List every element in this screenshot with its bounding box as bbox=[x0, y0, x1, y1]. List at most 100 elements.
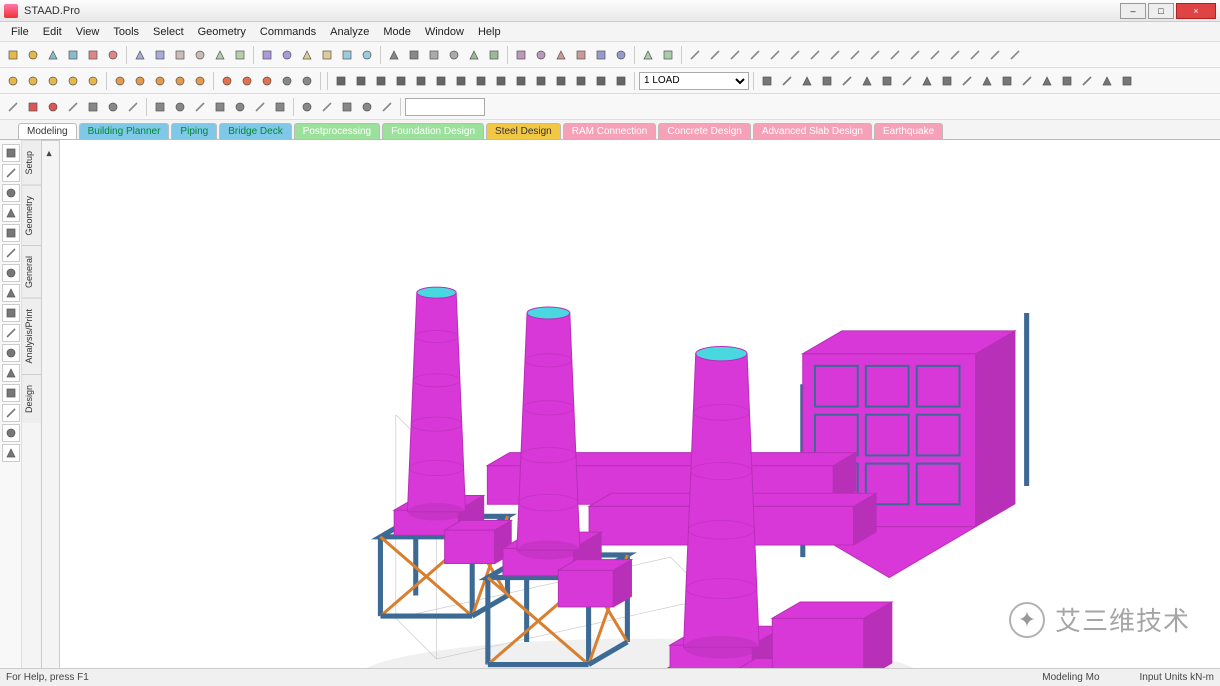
tb1-rbtn-12[interactable] bbox=[926, 46, 944, 64]
tb1-btn-5[interactable] bbox=[104, 46, 122, 64]
load-case-combo[interactable]: 1 LOAD bbox=[639, 72, 749, 90]
tb1-btn-25[interactable] bbox=[532, 46, 550, 64]
tb3-btn-8[interactable] bbox=[171, 98, 189, 116]
tb2-mbtn-9[interactable] bbox=[512, 72, 530, 90]
tb2-mbtn-13[interactable] bbox=[592, 72, 610, 90]
side-tab-geometry[interactable]: Geometry bbox=[22, 185, 41, 246]
side-tab-setup[interactable]: Setup bbox=[22, 140, 41, 185]
tb2-mbtn-7[interactable] bbox=[472, 72, 490, 90]
tb1-btn-13[interactable] bbox=[278, 46, 296, 64]
tb2-btn-14[interactable] bbox=[298, 72, 316, 90]
tb1-rbtn-15[interactable] bbox=[986, 46, 1004, 64]
tb2-rbtn-17[interactable] bbox=[1098, 72, 1116, 90]
tb2-rbtn-18[interactable] bbox=[1118, 72, 1136, 90]
tb3-btn-11[interactable] bbox=[231, 98, 249, 116]
tb1-rbtn-6[interactable] bbox=[806, 46, 824, 64]
tb3-btn-18[interactable] bbox=[378, 98, 396, 116]
tab-steel-design[interactable]: Steel Design bbox=[486, 123, 561, 139]
tb2-rbtn-3[interactable] bbox=[818, 72, 836, 90]
tb2-rbtn-13[interactable] bbox=[1018, 72, 1036, 90]
tb1-btn-7[interactable] bbox=[151, 46, 169, 64]
tb2-btn-3[interactable] bbox=[64, 72, 82, 90]
tb1-rbtn-9[interactable] bbox=[866, 46, 884, 64]
tab-earthquake[interactable]: Earthquake bbox=[874, 123, 943, 139]
tb3-btn-1[interactable] bbox=[24, 98, 42, 116]
tb2-rbtn-1[interactable] bbox=[778, 72, 796, 90]
tab-bridge-deck[interactable]: Bridge Deck bbox=[219, 123, 291, 139]
tb2-mbtn-12[interactable] bbox=[572, 72, 590, 90]
tb1-btn-1[interactable] bbox=[24, 46, 42, 64]
tb1-rbtn-8[interactable] bbox=[846, 46, 864, 64]
tb3-btn-15[interactable] bbox=[318, 98, 336, 116]
tb2-rbtn-7[interactable] bbox=[898, 72, 916, 90]
tb2-rbtn-6[interactable] bbox=[878, 72, 896, 90]
tb1-btn-8[interactable] bbox=[171, 46, 189, 64]
tb2-rbtn-16[interactable] bbox=[1078, 72, 1096, 90]
tb1-btn-30[interactable] bbox=[639, 46, 657, 64]
left-tool-15[interactable] bbox=[2, 444, 20, 462]
menu-view[interactable]: View bbox=[69, 24, 107, 40]
tb1-rbtn-16[interactable] bbox=[1006, 46, 1024, 64]
left-tool-10[interactable] bbox=[2, 344, 20, 362]
tb1-btn-27[interactable] bbox=[572, 46, 590, 64]
tb2-btn-2[interactable] bbox=[44, 72, 62, 90]
tb1-btn-23[interactable] bbox=[485, 46, 503, 64]
tab-foundation-design[interactable]: Foundation Design bbox=[382, 123, 484, 139]
tb2-rbtn-15[interactable] bbox=[1058, 72, 1076, 90]
menu-mode[interactable]: Mode bbox=[376, 24, 418, 40]
tb3-btn-10[interactable] bbox=[211, 98, 229, 116]
tb1-rbtn-3[interactable] bbox=[746, 46, 764, 64]
tb2-rbtn-2[interactable] bbox=[798, 72, 816, 90]
side-tab-analysisprint[interactable]: Analysis/Print bbox=[22, 298, 41, 374]
sub-tab-label[interactable]: ▼ bbox=[42, 140, 59, 167]
tb2-rbtn-4[interactable] bbox=[838, 72, 856, 90]
tb3-btn-13[interactable] bbox=[271, 98, 289, 116]
left-tool-7[interactable] bbox=[2, 284, 20, 302]
tb1-rbtn-13[interactable] bbox=[946, 46, 964, 64]
left-tool-11[interactable] bbox=[2, 364, 20, 382]
tb2-mbtn-1[interactable] bbox=[352, 72, 370, 90]
left-tool-9[interactable] bbox=[2, 324, 20, 342]
menu-analyze[interactable]: Analyze bbox=[323, 24, 376, 40]
tb1-btn-0[interactable] bbox=[4, 46, 22, 64]
tb1-btn-18[interactable] bbox=[385, 46, 403, 64]
tb2-rbtn-9[interactable] bbox=[938, 72, 956, 90]
tb1-btn-20[interactable] bbox=[425, 46, 443, 64]
tb1-btn-11[interactable] bbox=[231, 46, 249, 64]
tb1-rbtn-14[interactable] bbox=[966, 46, 984, 64]
tb1-btn-29[interactable] bbox=[612, 46, 630, 64]
tb2-mbtn-11[interactable] bbox=[552, 72, 570, 90]
tb2-btn-11[interactable] bbox=[238, 72, 256, 90]
tb2-mbtn-3[interactable] bbox=[392, 72, 410, 90]
left-tool-12[interactable] bbox=[2, 384, 20, 402]
menu-edit[interactable]: Edit bbox=[36, 24, 69, 40]
tb1-btn-6[interactable] bbox=[131, 46, 149, 64]
tb2-btn-1[interactable] bbox=[24, 72, 42, 90]
tb1-btn-14[interactable] bbox=[298, 46, 316, 64]
tb1-btn-12[interactable] bbox=[258, 46, 276, 64]
coord-input[interactable] bbox=[405, 98, 485, 116]
tb1-btn-21[interactable] bbox=[445, 46, 463, 64]
tb3-btn-2[interactable] bbox=[44, 98, 62, 116]
tb3-btn-9[interactable] bbox=[191, 98, 209, 116]
tb2-mbtn-10[interactable] bbox=[532, 72, 550, 90]
tb1-btn-17[interactable] bbox=[358, 46, 376, 64]
tb2-btn-10[interactable] bbox=[218, 72, 236, 90]
tb2-mbtn-8[interactable] bbox=[492, 72, 510, 90]
tab-advanced-slab-design[interactable]: Advanced Slab Design bbox=[753, 123, 872, 139]
menu-help[interactable]: Help bbox=[471, 24, 508, 40]
tb1-rbtn-4[interactable] bbox=[766, 46, 784, 64]
tb1-btn-9[interactable] bbox=[191, 46, 209, 64]
tb2-mbtn-14[interactable] bbox=[612, 72, 630, 90]
tb2-btn-4[interactable] bbox=[84, 72, 102, 90]
tb1-btn-26[interactable] bbox=[552, 46, 570, 64]
menu-geometry[interactable]: Geometry bbox=[191, 24, 253, 40]
tb2-btn-6[interactable] bbox=[131, 72, 149, 90]
tb2-btn-7[interactable] bbox=[151, 72, 169, 90]
tb1-rbtn-11[interactable] bbox=[906, 46, 924, 64]
left-tool-1[interactable] bbox=[2, 164, 20, 182]
tb1-rbtn-10[interactable] bbox=[886, 46, 904, 64]
tab-piping[interactable]: Piping bbox=[171, 123, 217, 139]
tb2-rbtn-11[interactable] bbox=[978, 72, 996, 90]
tb2-rbtn-5[interactable] bbox=[858, 72, 876, 90]
